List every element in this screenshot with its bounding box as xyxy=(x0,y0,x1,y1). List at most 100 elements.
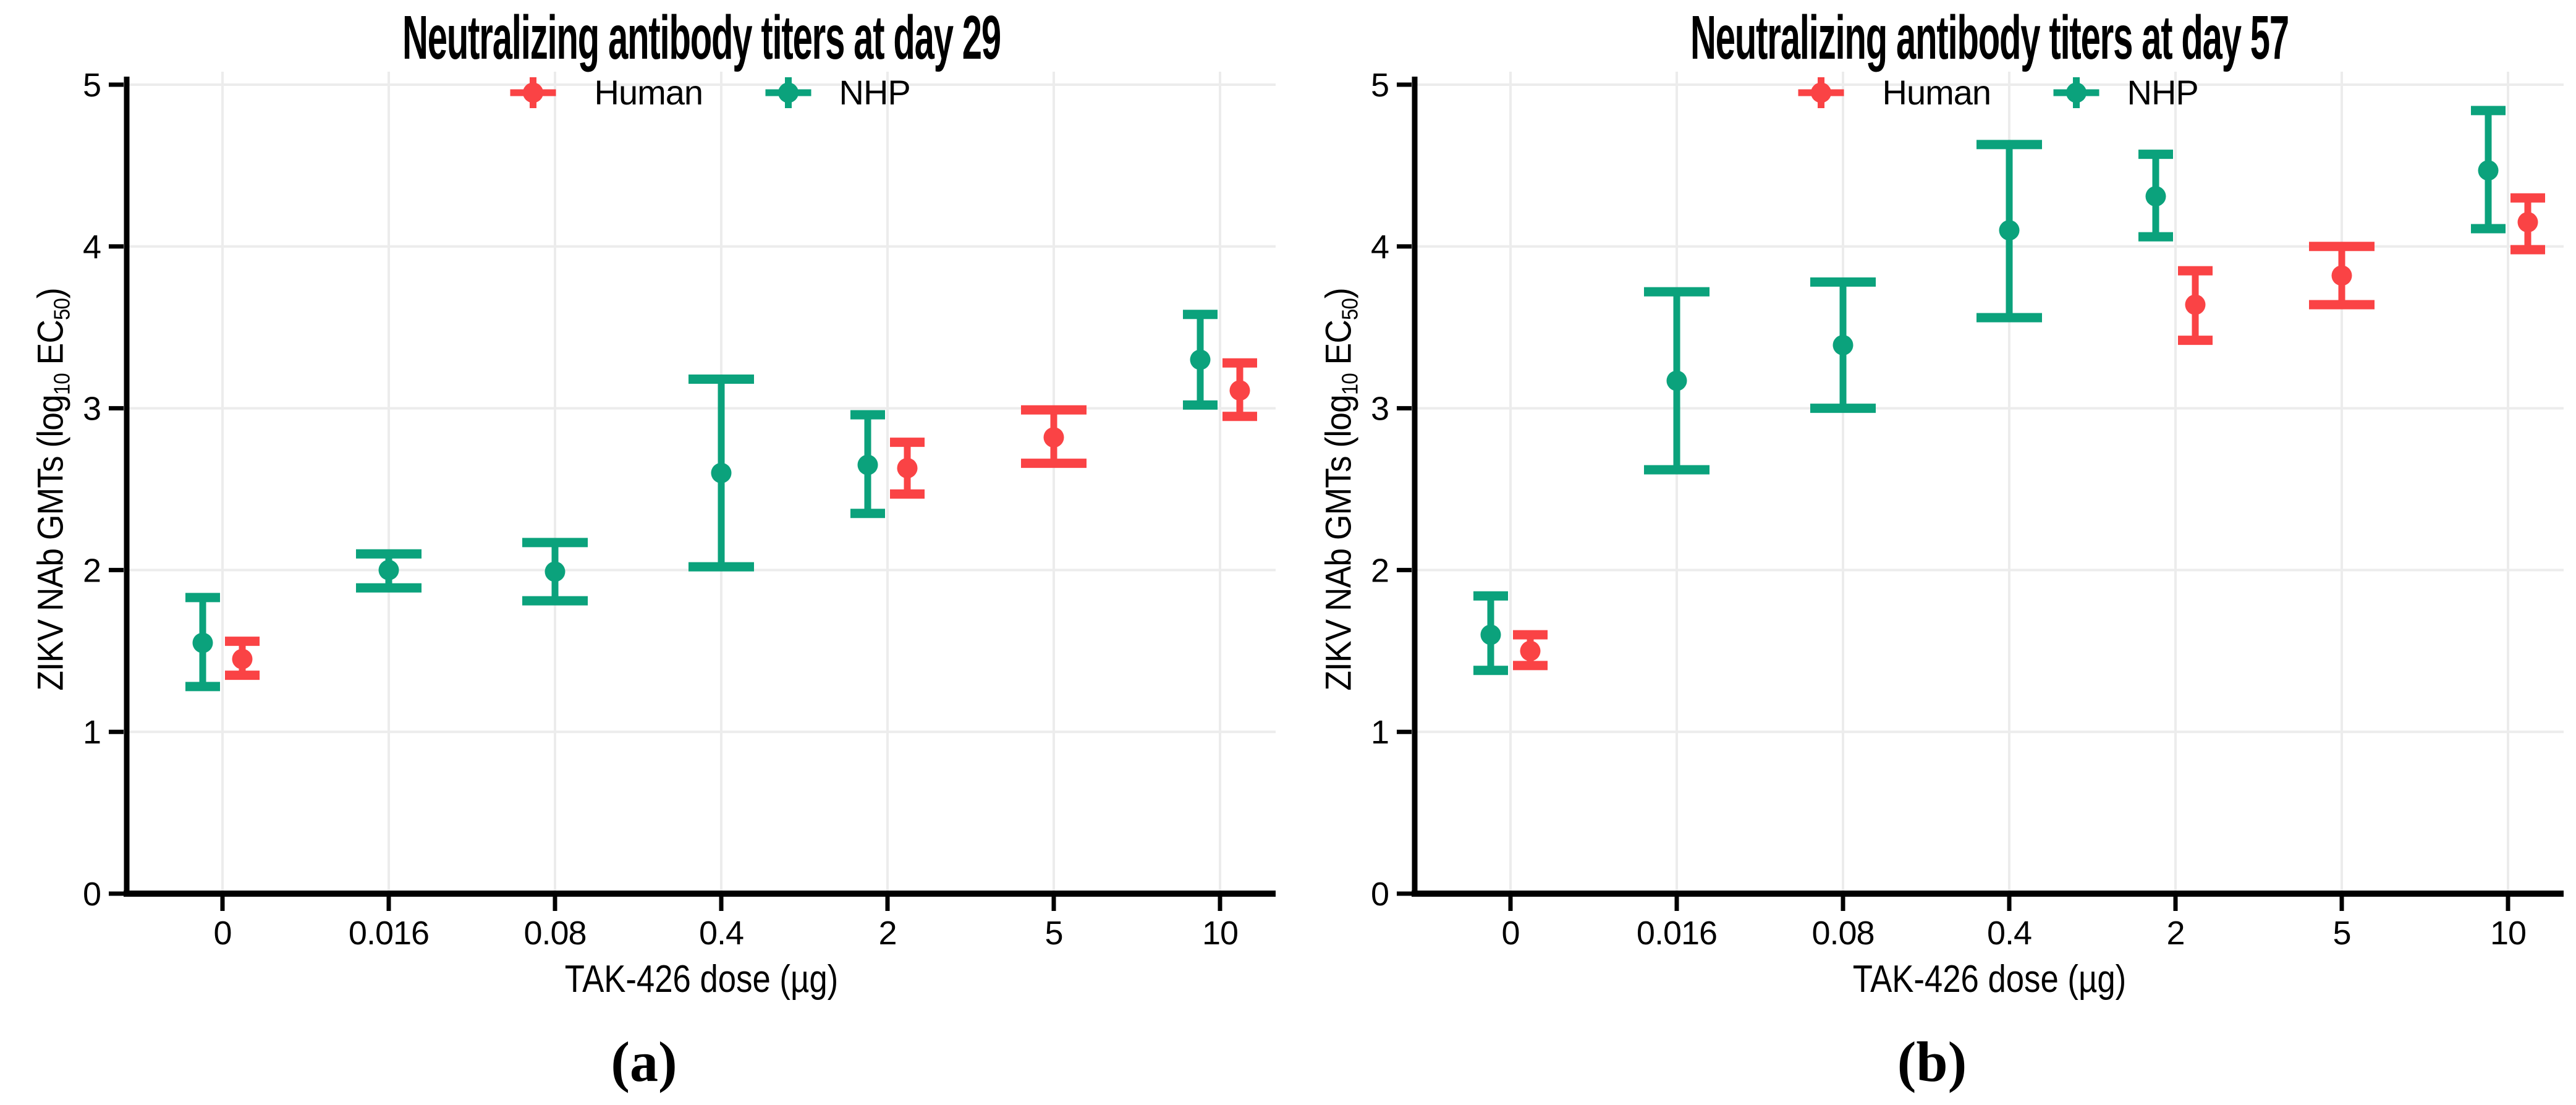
errorbar-nhp-dose-2 xyxy=(850,410,885,519)
point-human-dose-2 xyxy=(897,457,918,478)
y-tick-label-2: 2 xyxy=(83,552,101,589)
legend-label-nhp: NHP xyxy=(839,73,910,112)
y-tick-label-0: 0 xyxy=(1371,876,1389,913)
tick-marks xyxy=(1397,82,2510,911)
panel-a-title: Neutralizing antibody titers at day 29 xyxy=(402,3,1001,72)
y-tick-label-4: 4 xyxy=(1371,229,1389,266)
point-human-dose-0 xyxy=(232,648,253,669)
x-tick-label-0: 0 xyxy=(213,915,231,952)
gridlines xyxy=(127,72,1276,894)
errorbar-human-dose-2 xyxy=(890,438,925,499)
tick-labels: 0 1 2 3 4 5 0 0.016 0.08 0.4 2 5 10 xyxy=(83,67,1239,952)
legend-marker-dot-human xyxy=(1811,82,1831,103)
point-nhp-dose-10 xyxy=(1190,349,1211,370)
point-human-dose-10 xyxy=(1229,380,1250,401)
y-tick-label-0: 0 xyxy=(83,876,101,913)
panel-b-title: Neutralizing antibody titers at day 57 xyxy=(1690,3,2289,72)
point-nhp-dose-0.4 xyxy=(711,462,732,483)
y-tick-label-1: 1 xyxy=(1371,714,1389,751)
point-nhp-dose-0.4 xyxy=(1999,220,2020,241)
legend-item-nhp: NHP xyxy=(765,73,911,112)
legend-item-human: Human xyxy=(1798,73,1991,112)
axes xyxy=(124,77,1276,897)
series-nhp xyxy=(1473,106,2506,675)
panel-a-chart: 0 1 2 3 4 5 0 0.016 0.08 0.4 2 5 10 Human NHP xyxy=(83,67,1276,952)
legend: Human NHP xyxy=(1798,73,2199,112)
point-human-dose-0 xyxy=(1520,640,1541,661)
x-tick-label-0.08: 0.08 xyxy=(1811,915,1874,952)
point-nhp-dose-0.016 xyxy=(1666,370,1687,391)
legend-marker-dot-nhp xyxy=(2066,82,2087,103)
x-tick-label-5: 5 xyxy=(2332,915,2350,952)
errorbar-nhp-dose-10 xyxy=(1183,310,1218,410)
legend-marker-dot-human xyxy=(523,82,543,103)
legend-item-human: Human xyxy=(510,73,703,112)
y-tick-label-5: 5 xyxy=(1371,67,1389,104)
point-human-dose-5 xyxy=(2331,265,2352,286)
point-nhp-dose-0 xyxy=(1480,624,1501,645)
legend-item-nhp: NHP xyxy=(2053,73,2199,112)
series-human xyxy=(1513,193,2545,671)
errorbar-nhp-dose-0.08 xyxy=(1810,277,1876,413)
axes xyxy=(1412,77,2564,897)
legend-marker-dot-nhp xyxy=(778,82,799,103)
point-nhp-dose-2 xyxy=(857,454,878,475)
x-tick-label-2: 2 xyxy=(2166,915,2184,952)
point-nhp-dose-0.08 xyxy=(1832,334,1854,355)
tick-marks xyxy=(109,82,1222,911)
point-human-dose-5 xyxy=(1043,427,1064,448)
errorbar-human-dose-10 xyxy=(1222,358,1257,421)
legend: Human NHP xyxy=(510,73,911,112)
errorbar-human-dose-5 xyxy=(2309,242,2375,310)
x-tick-label-0.08: 0.08 xyxy=(523,915,586,952)
panel-a-figure-label: (a) xyxy=(611,1030,677,1093)
errorbar-human-dose-0 xyxy=(225,637,260,680)
y-tick-label-4: 4 xyxy=(83,229,101,266)
errorbar-nhp-dose-0.4 xyxy=(688,374,754,572)
errorbar-nhp-dose-0.08 xyxy=(522,538,588,606)
x-tick-label-0.4: 0.4 xyxy=(699,915,744,952)
errorbar-nhp-dose-0.4 xyxy=(1976,140,2042,323)
panel-b-chart: 0 1 2 3 4 5 0 0.016 0.08 0.4 2 5 10 Human NHP xyxy=(1371,67,2564,952)
x-tick-label-10: 10 xyxy=(2490,915,2526,952)
legend-label-human: Human xyxy=(1883,73,1991,112)
y-tick-label-3: 3 xyxy=(1371,391,1389,428)
y-tick-label-1: 1 xyxy=(83,714,101,751)
errorbar-human-dose-0 xyxy=(1513,630,1548,671)
errorbar-human-dose-2 xyxy=(2178,266,2213,345)
x-tick-label-0: 0 xyxy=(1501,915,1519,952)
panel-a: Neutralizing antibody titers at day 29 Z… xyxy=(31,3,1276,1093)
errorbar-nhp-dose-0.016 xyxy=(356,549,422,593)
errorbar-nhp-dose-2 xyxy=(2138,150,2173,242)
errorbar-nhp-dose-10 xyxy=(2471,106,2506,234)
panel-b-x-axis-label: TAK-426 dose (µg) xyxy=(1852,958,2127,1001)
legend-label-nhp: NHP xyxy=(2127,73,2198,112)
y-tick-label-3: 3 xyxy=(83,391,101,428)
x-tick-label-0.4: 0.4 xyxy=(1987,915,2032,952)
panel-b: Neutralizing antibody titers at day 57 Z… xyxy=(1288,0,2576,1105)
point-human-dose-10 xyxy=(2517,212,2538,233)
errorbar-nhp-dose-0 xyxy=(185,593,220,692)
point-nhp-dose-0.016 xyxy=(378,559,399,580)
point-nhp-dose-0.08 xyxy=(544,561,566,582)
errorbar-human-dose-5 xyxy=(1021,405,1087,468)
tick-labels: 0 1 2 3 4 5 0 0.016 0.08 0.4 2 5 10 xyxy=(1371,67,2527,952)
panel-b-figure-label: (b) xyxy=(1897,1030,1967,1093)
point-human-dose-2 xyxy=(2185,294,2206,315)
x-tick-label-10: 10 xyxy=(1202,915,1238,952)
errorbar-nhp-dose-0.016 xyxy=(1644,287,1710,475)
errorbar-human-dose-10 xyxy=(2510,193,2545,255)
x-tick-label-2: 2 xyxy=(878,915,896,952)
point-nhp-dose-0 xyxy=(192,632,213,653)
y-tick-label-2: 2 xyxy=(1371,552,1389,589)
point-nhp-dose-10 xyxy=(2478,160,2499,181)
y-tick-label-5: 5 xyxy=(83,67,101,104)
x-tick-label-0.016: 0.016 xyxy=(1637,915,1717,952)
x-tick-label-0.016: 0.016 xyxy=(349,915,429,952)
point-nhp-dose-2 xyxy=(2145,186,2166,207)
series-human xyxy=(225,358,1257,680)
errorbar-nhp-dose-0 xyxy=(1473,591,1508,675)
panel-a-x-axis-label: TAK-426 dose (µg) xyxy=(564,958,839,1001)
series-nhp xyxy=(185,310,1218,692)
